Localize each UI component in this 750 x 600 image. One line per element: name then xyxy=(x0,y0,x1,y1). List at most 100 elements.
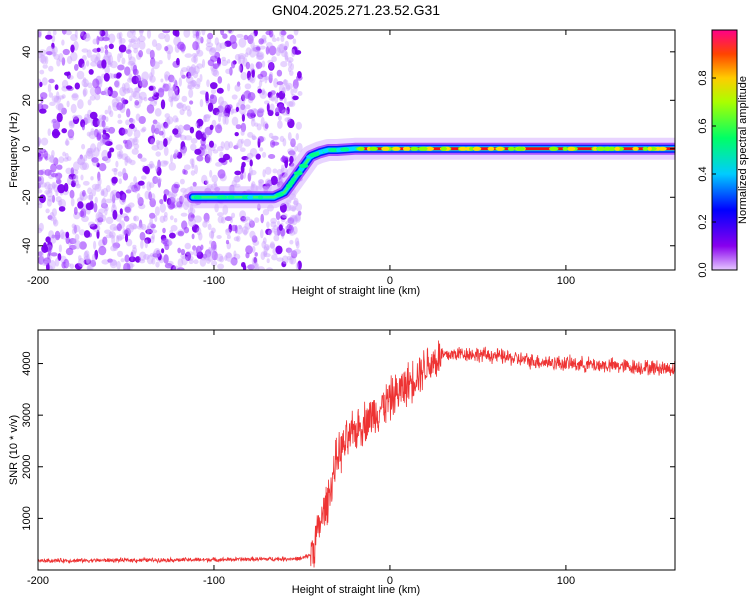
noise-speck xyxy=(180,134,187,141)
noise-speck xyxy=(81,122,85,131)
noise-speck xyxy=(282,138,287,147)
noise-speck xyxy=(297,91,303,96)
noise-speck xyxy=(51,47,56,57)
noise-speck xyxy=(138,116,146,124)
noise-speck xyxy=(93,202,98,213)
noise-speck xyxy=(293,197,299,207)
noise-speck xyxy=(255,52,264,58)
noise-speck xyxy=(117,153,123,160)
noise-speck xyxy=(136,37,141,45)
noise-speck xyxy=(212,107,220,116)
noise-speck xyxy=(146,181,152,192)
noise-speck xyxy=(172,84,176,92)
noise-speck xyxy=(219,151,224,158)
noise-speck xyxy=(56,91,60,101)
noise-speck xyxy=(139,30,144,37)
noise-speck xyxy=(100,188,105,196)
noise-speck xyxy=(85,32,90,39)
noise-speck xyxy=(67,129,75,139)
noise-speck xyxy=(219,42,227,49)
noise-speck xyxy=(196,77,201,88)
noise-speck xyxy=(280,164,285,173)
noise-speck xyxy=(70,44,75,53)
noise-speck xyxy=(149,198,156,208)
noise-speck xyxy=(125,119,130,126)
noise-speck xyxy=(177,124,184,134)
noise-speck xyxy=(243,34,249,41)
noise-speck xyxy=(83,230,91,238)
noise-speck xyxy=(224,116,229,125)
noise-speck xyxy=(181,255,188,266)
noise-speck xyxy=(96,35,100,45)
track-blob xyxy=(322,148,329,153)
noise-speck xyxy=(257,136,264,143)
noise-speck xyxy=(180,212,188,217)
noise-speck xyxy=(38,169,44,176)
noise-speck xyxy=(52,120,61,130)
noise-speck xyxy=(205,45,213,52)
noise-speck xyxy=(271,227,276,233)
noise-speck xyxy=(168,96,174,103)
noise-speck xyxy=(72,116,80,125)
noise-speck xyxy=(154,176,162,184)
noise-speck xyxy=(126,108,131,118)
noise-speck xyxy=(70,103,77,114)
noise-speck xyxy=(86,263,94,270)
noise-speck xyxy=(295,121,302,130)
noise-speck xyxy=(146,30,152,39)
noise-speck xyxy=(81,143,86,150)
noise-speck xyxy=(92,38,98,45)
noise-speck xyxy=(276,69,283,77)
noise-speck xyxy=(257,73,264,80)
noise-speck xyxy=(56,164,63,170)
noise-speck xyxy=(253,30,258,37)
noise-speck xyxy=(48,65,54,72)
noise-speck xyxy=(271,254,278,261)
noise-speck xyxy=(284,117,291,123)
noise-speck xyxy=(83,82,88,88)
track-blob xyxy=(369,146,379,151)
noise-speck xyxy=(44,181,51,190)
noise-speck xyxy=(217,146,224,152)
noise-speck xyxy=(150,57,156,67)
noise-speck xyxy=(141,71,150,82)
noise-speck xyxy=(58,53,64,62)
noise-speck xyxy=(58,198,66,209)
noise-speck xyxy=(225,252,233,262)
noise-speck xyxy=(272,135,279,141)
noise-speck xyxy=(179,108,185,116)
noise-speck xyxy=(235,124,242,130)
noise-speck xyxy=(179,178,185,185)
noise-speck xyxy=(250,118,256,127)
noise-speck xyxy=(181,220,188,230)
noise-speck xyxy=(264,100,270,105)
noise-speck xyxy=(133,143,140,150)
snr-xtick-label: 100 xyxy=(557,575,575,587)
noise-speck xyxy=(205,91,209,102)
noise-speck xyxy=(165,191,174,196)
noise-speck xyxy=(98,163,107,172)
noise-speck xyxy=(280,61,288,68)
noise-speck xyxy=(74,240,81,250)
noise-speck xyxy=(188,88,194,99)
track-blob xyxy=(658,146,667,151)
noise-speck xyxy=(216,87,224,94)
noise-speck xyxy=(187,71,193,78)
noise-speck xyxy=(191,53,198,58)
noise-speck xyxy=(105,198,113,204)
noise-speck xyxy=(177,247,182,254)
noise-speck xyxy=(153,248,161,258)
track-blob xyxy=(410,146,419,151)
noise-speck xyxy=(224,216,233,222)
noise-speck xyxy=(82,88,88,96)
noise-speck xyxy=(82,190,86,197)
noise-speck xyxy=(159,215,166,223)
noise-speck xyxy=(164,46,169,52)
noise-speck xyxy=(85,119,92,124)
noise-speck xyxy=(247,34,254,45)
noise-speck xyxy=(266,258,270,264)
noise-speck xyxy=(164,113,171,119)
noise-speck xyxy=(242,264,247,270)
noise-speck xyxy=(268,73,273,84)
noise-speck xyxy=(72,175,79,183)
